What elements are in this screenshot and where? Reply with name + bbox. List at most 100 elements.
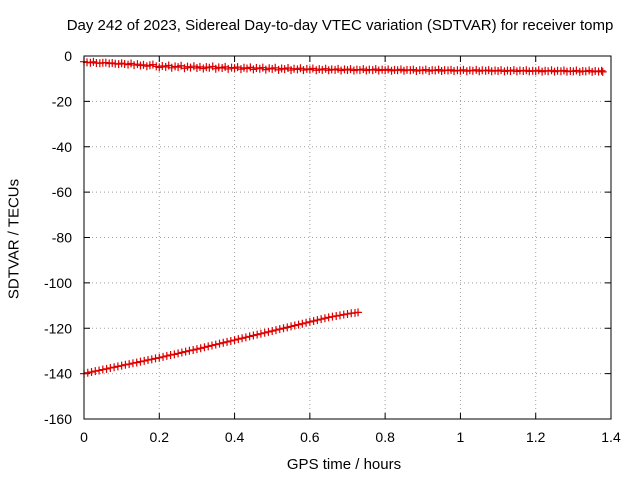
data-point <box>223 337 232 346</box>
data-point <box>143 356 152 365</box>
data-point <box>83 368 92 377</box>
y-tick-label: 0 <box>64 48 72 64</box>
data-point <box>294 320 303 329</box>
data-point <box>181 347 190 356</box>
x-tick-label: 1 <box>457 429 465 445</box>
data-point <box>302 318 311 327</box>
data-point <box>219 338 228 347</box>
data-point <box>320 314 329 323</box>
data-point <box>207 341 216 350</box>
data-point <box>151 354 160 363</box>
data-point <box>117 361 126 370</box>
data-point <box>264 327 273 336</box>
data-point <box>110 363 119 372</box>
data-point <box>87 368 96 377</box>
data-point <box>98 365 107 374</box>
data-markers <box>80 57 607 378</box>
chart-title: Day 242 of 2023, Sidereal Day-to-day VTE… <box>66 17 614 34</box>
data-point <box>290 321 299 330</box>
data-point <box>598 67 607 76</box>
series-upper <box>80 57 607 76</box>
data-point <box>125 360 134 369</box>
data-point <box>121 360 130 369</box>
plot-frame <box>83 55 612 420</box>
data-point <box>245 332 254 341</box>
x-tick-label: 0 <box>80 429 88 445</box>
data-point <box>166 351 175 360</box>
data-point <box>238 334 247 343</box>
data-point <box>261 65 270 74</box>
series-lower <box>80 308 363 378</box>
x-tick-label: 0.2 <box>150 429 170 445</box>
y-tick-label: -160 <box>44 411 72 427</box>
x-tick-label: 1.2 <box>526 429 546 445</box>
data-point <box>249 331 258 340</box>
x-tick-label: 0.4 <box>225 429 245 445</box>
data-point <box>597 66 606 75</box>
grid-lines <box>84 56 611 419</box>
y-tick-label: -40 <box>52 139 72 155</box>
data-point <box>226 336 235 345</box>
data-point <box>192 345 201 354</box>
data-point <box>106 363 115 372</box>
data-point <box>275 325 284 334</box>
data-point <box>343 309 352 318</box>
data-point <box>260 328 269 337</box>
data-point <box>328 312 337 321</box>
data-point <box>332 311 341 320</box>
y-tick-label: -60 <box>52 184 72 200</box>
data-point <box>279 324 288 333</box>
data-point <box>196 344 205 353</box>
y-tick-label: -100 <box>44 275 72 291</box>
data-point <box>155 353 164 362</box>
data-point <box>268 326 277 335</box>
data-point <box>162 351 171 360</box>
data-point <box>185 346 194 355</box>
data-point <box>211 340 220 349</box>
data-point <box>339 310 348 319</box>
data-point <box>354 308 363 317</box>
data-point <box>177 348 186 357</box>
data-point <box>271 63 280 72</box>
data-point <box>147 355 156 364</box>
data-point <box>136 357 145 366</box>
y-tick-label: -80 <box>52 230 72 246</box>
data-point <box>242 64 251 73</box>
x-tick-label: 1.4 <box>601 429 621 445</box>
data-point <box>205 63 214 72</box>
data-point <box>159 352 168 361</box>
data-point <box>224 64 233 73</box>
data-point <box>167 63 176 72</box>
data-point <box>140 356 149 365</box>
data-point <box>189 346 198 355</box>
data-point <box>204 342 213 351</box>
data-point <box>324 313 333 322</box>
data-point <box>271 326 280 335</box>
data-point <box>298 319 307 328</box>
data-point <box>280 65 289 74</box>
x-tick-label: 0.6 <box>300 429 320 445</box>
axis-ticks: 0 0.2 0.4 0.6 0.8 1 1.2 1.4 0 -20 -40 -60 -80 -100 -12… <box>44 48 621 445</box>
data-point <box>308 64 317 73</box>
data-point <box>128 359 137 368</box>
data-point <box>309 316 318 325</box>
data-point <box>256 329 265 338</box>
data-point <box>132 358 141 367</box>
data-point <box>215 339 224 348</box>
data-point <box>305 317 314 326</box>
x-tick-label: 0.8 <box>375 429 395 445</box>
data-point <box>317 315 326 324</box>
data-point <box>174 349 183 358</box>
y-tick-label: -120 <box>44 320 72 336</box>
data-point <box>233 63 242 72</box>
x-axis-label: GPS time / hours <box>286 456 402 473</box>
data-point <box>102 364 111 373</box>
data-point <box>287 322 296 331</box>
y-tick-label: -140 <box>44 366 72 382</box>
y-tick-label: -20 <box>52 93 72 109</box>
data-point <box>335 311 344 320</box>
data-point <box>253 330 262 339</box>
data-point <box>95 366 104 375</box>
data-point <box>234 335 243 344</box>
